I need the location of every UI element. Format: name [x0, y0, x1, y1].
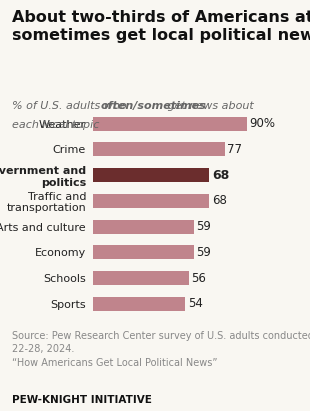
Text: 90%: 90% — [250, 117, 276, 130]
Text: 68: 68 — [212, 194, 227, 208]
Bar — [93, 142, 225, 157]
Text: PEW-KNIGHT INITIATIVE: PEW-KNIGHT INITIATIVE — [12, 395, 152, 405]
Text: 56: 56 — [192, 272, 206, 284]
Text: Source: Pew Research Center survey of U.S. adults conducted Jan.
22-28, 2024.
“H: Source: Pew Research Center survey of U.… — [12, 331, 310, 368]
Text: 68: 68 — [212, 169, 229, 182]
Bar — [93, 219, 194, 234]
Bar — [93, 168, 210, 182]
Text: 77: 77 — [228, 143, 242, 156]
Bar — [93, 194, 210, 208]
Text: % of U.S. adults who: % of U.S. adults who — [12, 101, 131, 111]
Text: 59: 59 — [197, 246, 211, 259]
Text: often/sometimes: often/sometimes — [101, 101, 206, 111]
Text: each local topic: each local topic — [12, 120, 100, 130]
Text: get news about: get news about — [164, 101, 253, 111]
Bar — [93, 297, 185, 311]
Text: About two-thirds of Americans at least
sometimes get local political news: About two-thirds of Americans at least s… — [12, 10, 310, 43]
Bar — [93, 271, 189, 285]
Text: 59: 59 — [197, 220, 211, 233]
Bar — [93, 245, 194, 259]
Text: 54: 54 — [188, 297, 203, 310]
Bar — [93, 117, 247, 131]
